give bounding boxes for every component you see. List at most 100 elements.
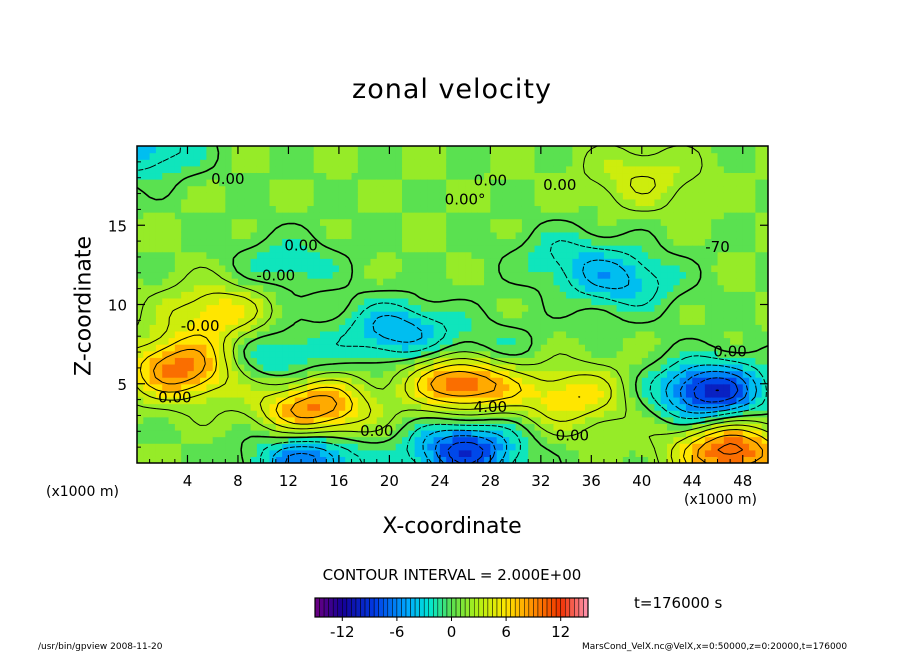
field-cell (427, 245, 435, 253)
field-cell (635, 278, 643, 286)
field-cell (566, 258, 573, 266)
field-cell (200, 225, 208, 233)
field-cell (155, 390, 163, 398)
field-cell (641, 297, 649, 306)
field-cell (679, 377, 687, 385)
field-cell (307, 238, 315, 246)
field-cell (629, 297, 637, 306)
field-cell (408, 330, 416, 339)
field-cell (370, 304, 378, 312)
field-cell (395, 311, 403, 319)
field-cell (187, 337, 195, 345)
field-cell (193, 179, 201, 187)
field-cell (155, 258, 163, 266)
field-cell (250, 436, 258, 444)
field-cell (137, 429, 144, 438)
field-cell (490, 205, 498, 213)
field-cell (402, 291, 409, 299)
field-cell (591, 264, 599, 273)
field-cell (736, 456, 744, 463)
field-cell (502, 291, 510, 299)
field-cell (742, 311, 750, 319)
field-cell (484, 159, 491, 167)
colorbar-segment (469, 597, 475, 618)
field-cell (585, 225, 592, 233)
field-cell (244, 396, 252, 405)
field-cell (383, 205, 390, 213)
field-cell (187, 330, 195, 339)
field-cell (244, 403, 252, 411)
field-cell (521, 159, 529, 167)
field-cell (288, 185, 296, 193)
field-cell (698, 344, 706, 352)
field-cell (326, 324, 334, 332)
field-cell (301, 258, 308, 266)
field-cell (206, 396, 214, 405)
field-cell (635, 330, 643, 339)
contour-line (137, 146, 768, 463)
field-cell (622, 410, 630, 418)
field-cell (667, 231, 674, 240)
field-cell (742, 251, 750, 259)
field-cell (521, 363, 529, 372)
field-cell (231, 330, 239, 339)
field-cell (193, 337, 201, 345)
field-cell (730, 146, 738, 154)
field-cell (723, 278, 731, 286)
field-cell (635, 146, 643, 154)
field-cell (755, 449, 763, 457)
field-cell (206, 192, 214, 200)
field-cell (370, 297, 378, 306)
field-cell (515, 456, 523, 463)
field-cell (225, 449, 233, 457)
field-cell (212, 198, 220, 207)
field-cell (559, 363, 567, 372)
field-cell (635, 357, 643, 365)
field-cell (250, 146, 258, 154)
field-cell (692, 410, 700, 418)
field-cell (547, 390, 555, 398)
field-cell (345, 377, 353, 385)
field-cell (679, 218, 687, 226)
field-cell (420, 324, 428, 332)
field-cell (496, 231, 504, 240)
field-cell (673, 146, 681, 154)
colorbar (314, 597, 589, 618)
field-cell (465, 363, 473, 372)
field-cell (275, 264, 283, 273)
field-cell (307, 218, 315, 226)
field-cell (288, 403, 296, 411)
field-cell (168, 218, 176, 226)
field-cell (465, 152, 473, 160)
field-cell (742, 231, 750, 240)
field-cell (357, 159, 365, 167)
field-cell (282, 350, 290, 358)
field-cell (313, 357, 321, 365)
field-cell (685, 185, 693, 193)
field-cell (149, 278, 157, 286)
field-cell (572, 238, 580, 246)
field-cell (250, 390, 258, 398)
field-cell (616, 212, 624, 220)
field-cell (465, 377, 473, 385)
field-cell (206, 449, 214, 457)
field-cell (641, 436, 649, 444)
field-cell (698, 245, 706, 253)
field-cell (263, 185, 271, 193)
field-cell (465, 390, 473, 398)
field-cell (629, 317, 637, 325)
field-cell (446, 245, 454, 253)
field-cell (206, 251, 214, 259)
colorbar-segment (405, 597, 411, 618)
field-cell (597, 344, 605, 352)
field-cell (521, 231, 529, 240)
field-cell (301, 324, 308, 332)
field-cell (578, 212, 586, 220)
field-cell (282, 231, 290, 240)
field-cell (402, 212, 409, 220)
field-cell (717, 304, 725, 312)
field-cell (149, 436, 157, 444)
field-cell (509, 317, 517, 325)
field-cell (193, 297, 201, 306)
field-cell (490, 357, 498, 365)
